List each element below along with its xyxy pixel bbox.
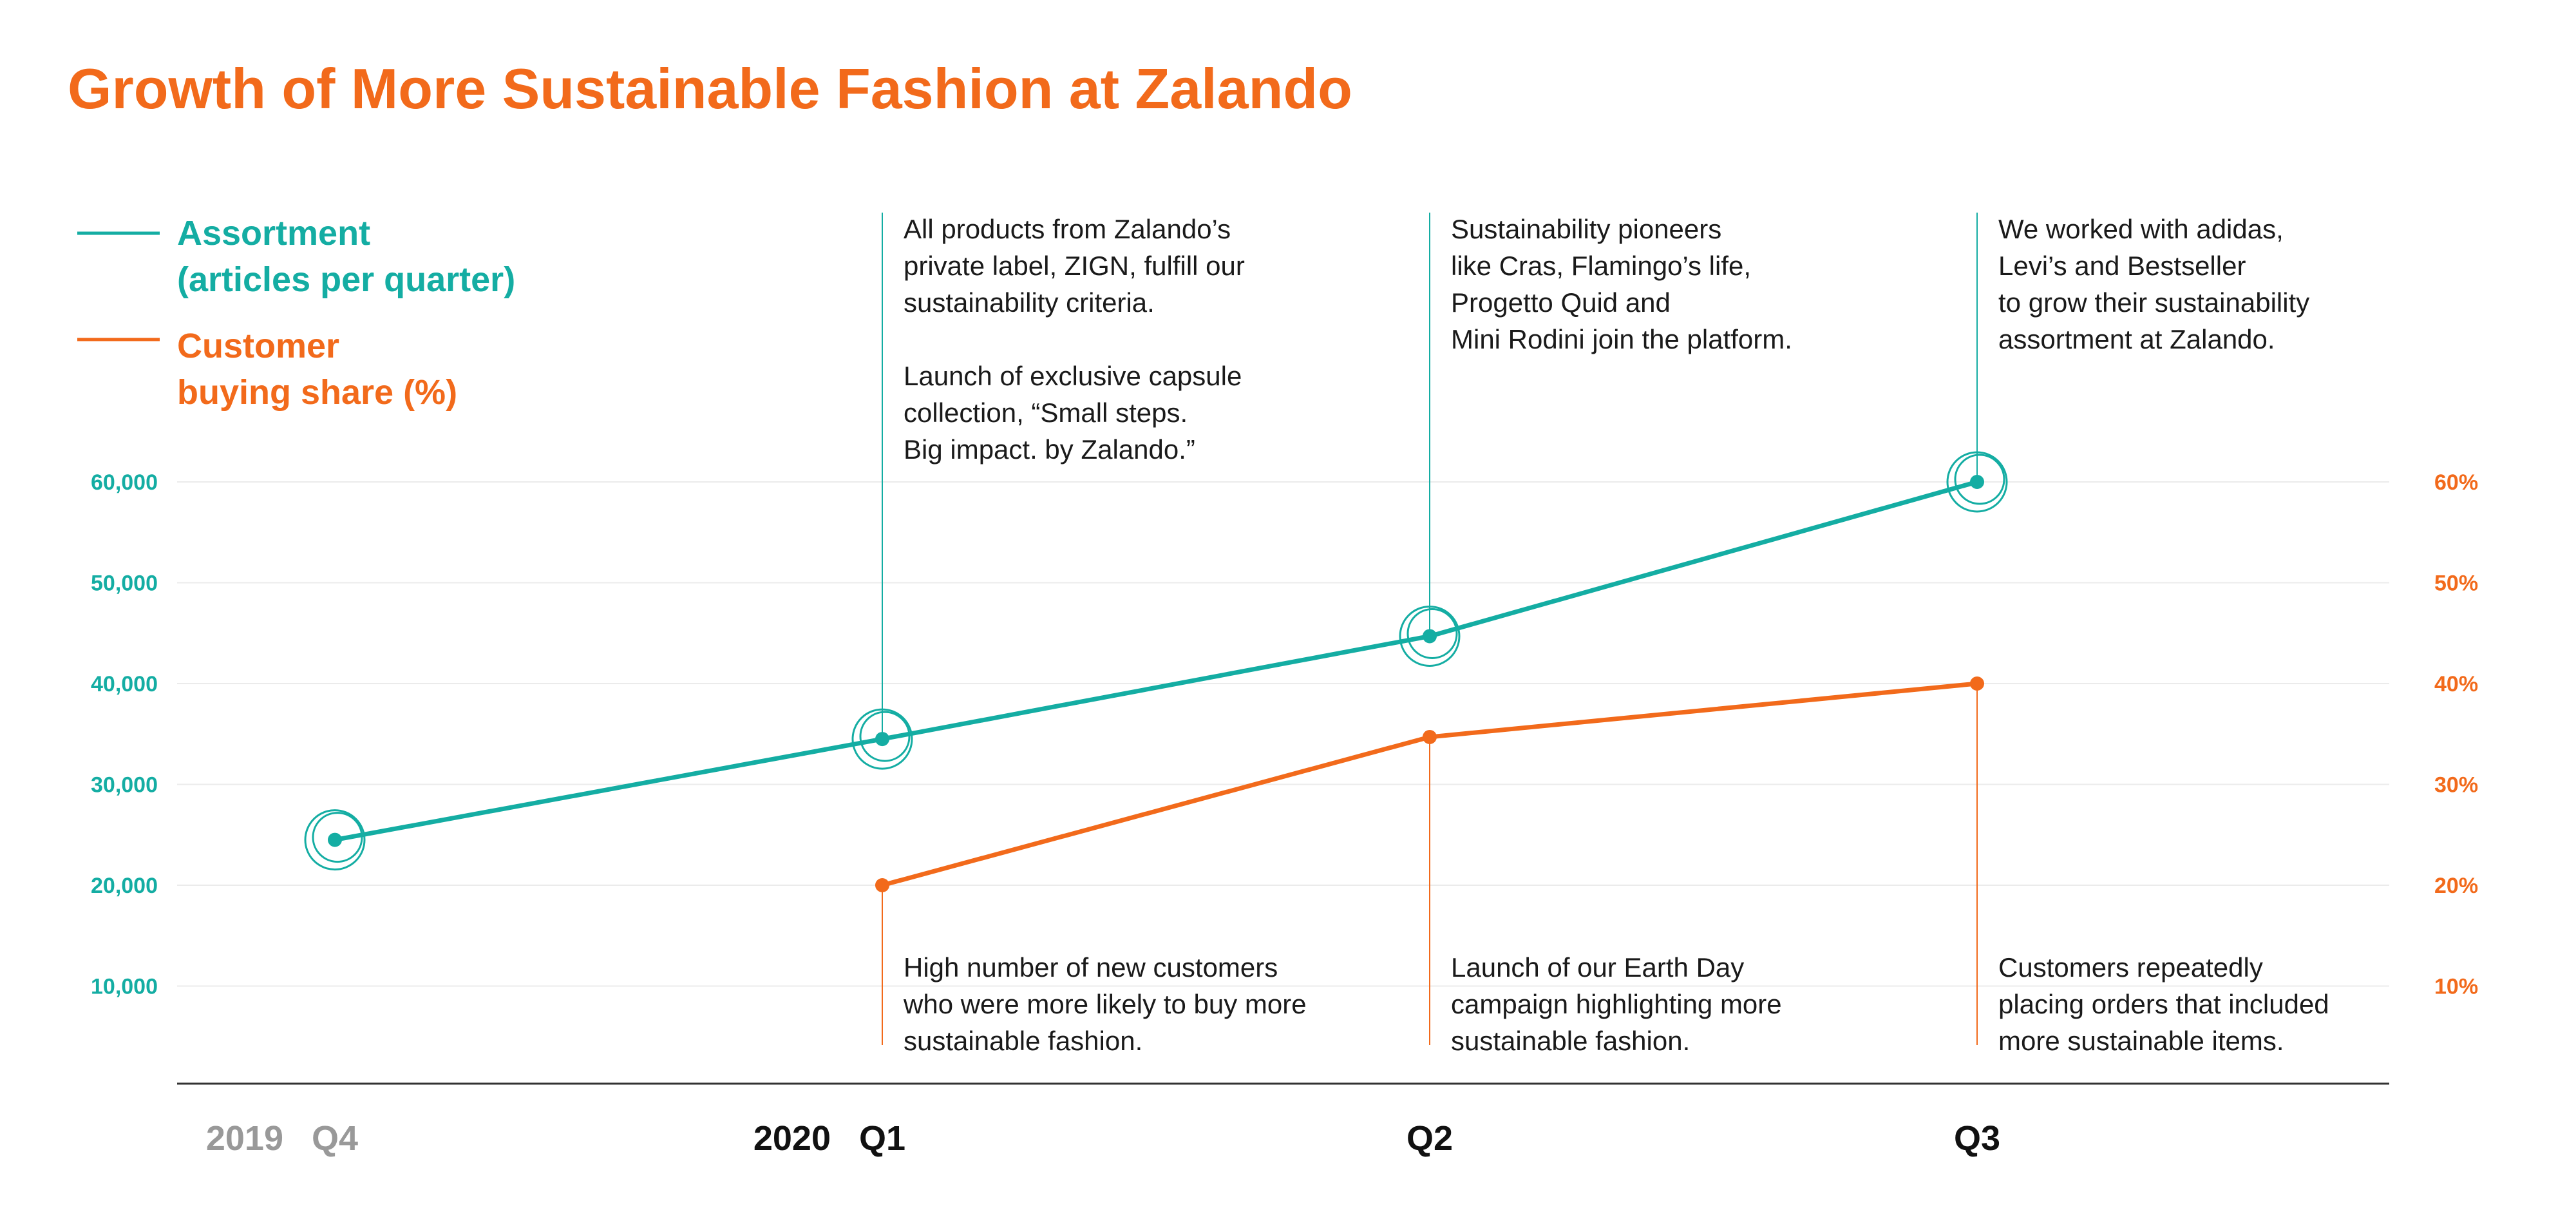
annotation-bottom-line: Launch of our Earth Day xyxy=(1451,952,1744,983)
assortment-line xyxy=(334,479,1978,843)
annotation-top-line: Big impact. by Zalando.” xyxy=(904,434,1195,465)
annotation-top-line: collection, “Small steps. xyxy=(904,398,1188,428)
assortment-point xyxy=(875,732,889,747)
annotation-top: Sustainability pioneers like Cras, Flamin… xyxy=(1451,214,1792,354)
assortment-highlight-ring xyxy=(859,711,911,762)
annotation-top-line: Mini Rodini join the platform. xyxy=(1451,324,1792,354)
annotation-bottom-line: High number of new customers xyxy=(904,952,1278,983)
y-left-tick-label: 60,000 xyxy=(91,470,158,495)
assortment-highlight-ring xyxy=(1406,608,1458,659)
assortment-highlight-ring xyxy=(851,708,913,770)
assortment-highlight-ring xyxy=(312,812,363,863)
assortment-highlight-ring xyxy=(1946,451,2008,513)
x-tick-label: Q2 xyxy=(1406,1119,1453,1158)
annotation-bottom: Launch of our Earth Day campaign highligh… xyxy=(1451,952,1782,1056)
y-right-tick-label: 20% xyxy=(2434,874,2478,898)
share-point xyxy=(875,878,889,892)
annotation-bottom-line: placing orders that included xyxy=(1998,989,2329,1019)
legend-share-sublabel: buying share (%) xyxy=(177,373,457,412)
y-right-tick-label: 60% xyxy=(2434,470,2478,495)
assortment-highlight-ring xyxy=(1954,454,2005,505)
annotation-top-line: sustainability criteria. xyxy=(904,287,1155,318)
y-right-tick-label: 10% xyxy=(2434,975,2478,999)
share-point xyxy=(1970,676,1984,691)
annotation-top-line: to grow their sustainability xyxy=(1998,287,2309,318)
y-right-tick-label: 30% xyxy=(2434,773,2478,798)
annotation-bottom-line: more sustainable items. xyxy=(1998,1026,2284,1056)
chart-title: Growth of More Sustainable Fashion at Za… xyxy=(68,57,1352,120)
annotation-top-line: assortment at Zalando. xyxy=(1998,324,2275,354)
annotation-top-line: Levi’s and Bestseller xyxy=(1998,251,2246,281)
legend: Assortment (articles per quarter) Custom… xyxy=(77,214,515,412)
annotation-bottom-line: Customers repeatedly xyxy=(1998,952,2263,983)
annotation-top-line: We worked with adidas, xyxy=(1998,214,2284,244)
year-label: 2019 xyxy=(206,1119,283,1158)
legend-assortment-sublabel: (articles per quarter) xyxy=(177,260,515,299)
annotation-top: All products from Zalando’s private label… xyxy=(904,214,1245,465)
annotation-bottom-line: who were more likely to buy more xyxy=(903,989,1307,1019)
x-tick-label: Q3 xyxy=(1954,1119,2000,1158)
annotation-bottom: High number of new customers who were mor… xyxy=(903,952,1307,1056)
annotation-bottom-line: sustainable fashion. xyxy=(904,1026,1142,1056)
plot-area: 10,000 20,000 30,000 40,000 50,000 60,000 10% 2… xyxy=(91,213,2478,1158)
y-left-tick-label: 50,000 xyxy=(91,571,158,596)
annotation-top-line: All products from Zalando’s xyxy=(904,214,1231,244)
assortment-point xyxy=(328,832,342,847)
y-right-tick-label: 40% xyxy=(2434,672,2478,696)
assortment-highlight-ring xyxy=(1399,605,1461,667)
x-tick-label: Q1 xyxy=(859,1119,905,1158)
legend-share-label: Customer xyxy=(177,327,339,365)
assortment-highlight-ring xyxy=(304,809,366,871)
y-right-tick-label: 50% xyxy=(2434,571,2478,596)
assortment-point xyxy=(1970,475,1984,489)
y-left-tick-label: 30,000 xyxy=(91,773,158,798)
annotation-top-line: like Cras, Flamingo’s life, xyxy=(1451,251,1751,281)
assortment-point xyxy=(1423,629,1437,644)
annotation-top-line: private label, ZIGN, fulfill our xyxy=(904,251,1245,281)
y-left-tick-label: 20,000 xyxy=(91,874,158,898)
annotation-top-line: Sustainability pioneers xyxy=(1451,214,1721,244)
annotation-top: We worked with adidas, Levi’s and Bestsel… xyxy=(1998,214,2309,354)
annotation-top-line: Launch of exclusive capsule xyxy=(904,361,1242,391)
y-left-tick-label: 10,000 xyxy=(91,975,158,999)
x-tick-label: Q4 xyxy=(312,1119,358,1158)
share-point xyxy=(1423,729,1437,744)
y-left-tick-label: 40,000 xyxy=(91,672,158,696)
annotation-top-line: Progetto Quid and xyxy=(1451,287,1671,318)
annotation-bottom-line: sustainable fashion. xyxy=(1451,1026,1690,1056)
annotation-bottom-line: campaign highlighting more xyxy=(1451,989,1782,1019)
year-label: 2020 xyxy=(753,1119,831,1158)
annotation-bottom: Customers repeatedly placing orders that … xyxy=(1998,952,2329,1056)
annotation-top-line xyxy=(904,324,911,354)
legend-assortment-label: Assortment xyxy=(177,214,370,253)
